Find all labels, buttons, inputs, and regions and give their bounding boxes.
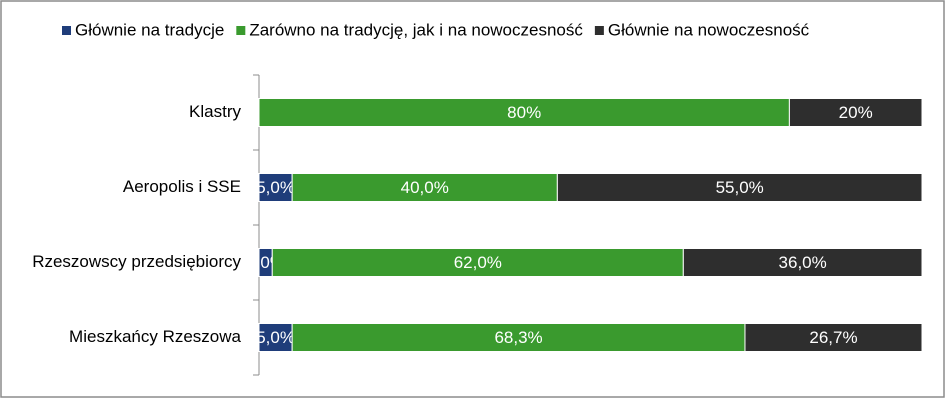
bar-segment: [556, 173, 923, 202]
bar-segment: [271, 248, 684, 277]
y-tick-label: Mieszkańcy Rzeszowa: [69, 327, 241, 346]
legend-swatch: [236, 26, 246, 35]
y-tick-label: Rzeszowscy przedsiębiorcy: [32, 252, 241, 271]
value-label: 40,0%: [401, 178, 449, 197]
y-tick-label: Klastry: [189, 102, 241, 121]
bar-segment: [682, 248, 923, 277]
value-label: 55,0%: [716, 178, 764, 197]
value-label: 26,7%: [809, 328, 857, 347]
bar-segment: [258, 173, 293, 202]
value-label: 5,0%: [256, 328, 295, 347]
value-label: 68,3%: [494, 328, 542, 347]
value-label: 20%: [839, 103, 873, 122]
value-label: 80%: [507, 103, 541, 122]
bar-segment: [788, 98, 923, 127]
bar-segment: [744, 323, 923, 352]
legend-label: Głównie na tradycje: [75, 20, 224, 39]
y-tick-label: Aeropolis i SSE: [123, 177, 241, 196]
bar-segment: [291, 323, 746, 352]
legend-label: Głównie na nowoczesność: [608, 20, 810, 39]
bar-segment: [258, 323, 293, 352]
legend-label: Zarówno na tradycję, jak i na nowoczesno…: [249, 20, 583, 39]
bar-segment: [291, 173, 558, 202]
value-label: 62,0%: [454, 253, 502, 272]
legend-swatch: [594, 26, 604, 35]
value-label: 36,0%: [779, 253, 827, 272]
value-label: 5,0%: [256, 178, 295, 197]
legend-swatch: [62, 26, 71, 35]
